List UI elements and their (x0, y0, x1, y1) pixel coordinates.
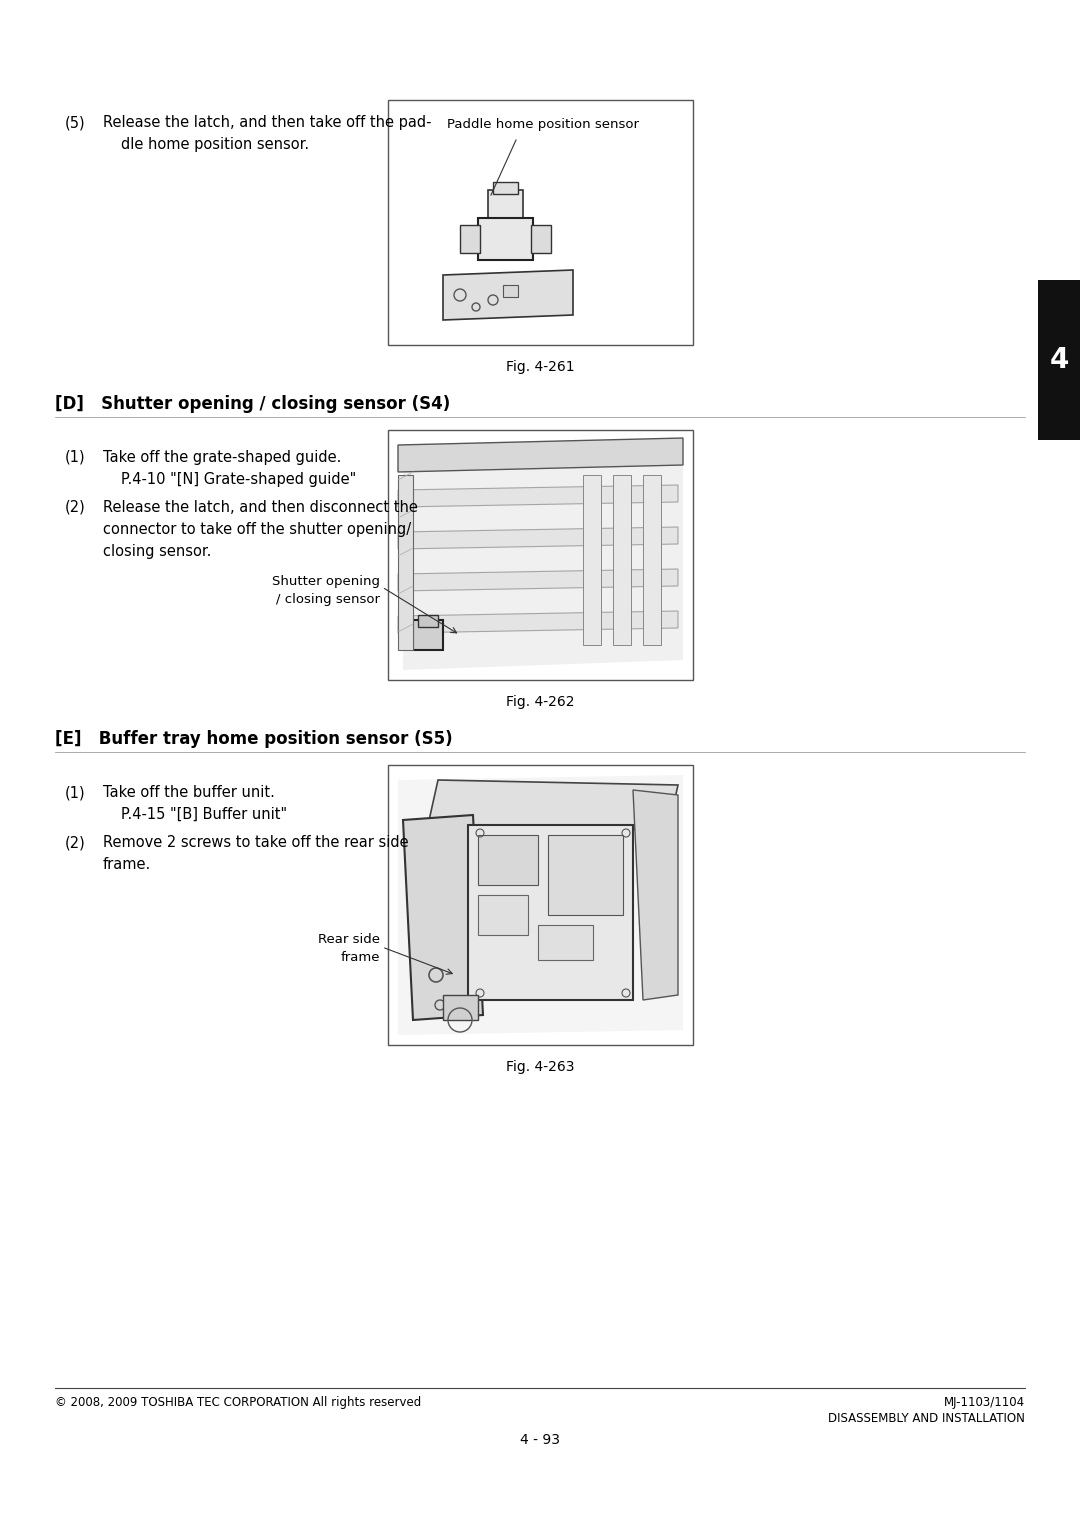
Text: (1): (1) (65, 785, 85, 800)
Polygon shape (633, 789, 678, 1000)
Text: [E]   Buffer tray home position sensor (S5): [E] Buffer tray home position sensor (S5… (55, 730, 453, 748)
Text: 4 - 93: 4 - 93 (519, 1432, 561, 1448)
Text: Paddle home position sensor: Paddle home position sensor (447, 118, 639, 131)
Text: (1): (1) (65, 450, 85, 466)
Bar (583, 475, 600, 644)
Bar (548, 835, 623, 915)
Text: closing sensor.: closing sensor. (103, 544, 212, 559)
Bar (478, 895, 528, 935)
Bar (468, 825, 633, 1000)
Polygon shape (403, 440, 683, 670)
Text: P.4-10 "[N] Grate-shaped guide": P.4-10 "[N] Grate-shaped guide" (121, 472, 356, 487)
Polygon shape (399, 570, 678, 591)
Polygon shape (399, 776, 683, 1035)
Bar (503, 286, 518, 296)
Text: Take off the buffer unit.: Take off the buffer unit. (103, 785, 275, 800)
Bar (388, 99, 693, 345)
Bar (531, 224, 551, 253)
Bar (388, 765, 693, 1044)
Text: Take off the grate-shaped guide.: Take off the grate-shaped guide. (103, 450, 341, 466)
Bar (538, 925, 593, 960)
Text: Fig. 4-262: Fig. 4-262 (507, 695, 575, 709)
Text: (2): (2) (65, 499, 85, 515)
Bar (492, 182, 518, 194)
Bar (399, 475, 413, 651)
Text: P.4-15 "[B] Buffer unit": P.4-15 "[B] Buffer unit" (121, 806, 287, 822)
Text: Release the latch, and then disconnect the: Release the latch, and then disconnect t… (103, 499, 418, 515)
Bar (460, 224, 480, 253)
Text: [D]   Shutter opening / closing sensor (S4): [D] Shutter opening / closing sensor (S4… (55, 395, 450, 412)
Polygon shape (443, 270, 573, 321)
Text: Release the latch, and then take off the pad-: Release the latch, and then take off the… (103, 115, 432, 130)
Bar (388, 431, 693, 680)
Bar (1038, 279, 1080, 440)
Polygon shape (428, 780, 678, 831)
Bar (413, 620, 443, 651)
Polygon shape (399, 438, 683, 472)
Text: DISASSEMBLY AND INSTALLATION: DISASSEMBLY AND INSTALLATION (828, 1412, 1025, 1425)
Bar (613, 475, 631, 644)
Text: MJ-1103/1104: MJ-1103/1104 (944, 1396, 1025, 1409)
Bar (478, 218, 534, 260)
Text: (2): (2) (65, 835, 85, 851)
Bar (488, 189, 523, 218)
Text: © 2008, 2009 TOSHIBA TEC CORPORATION All rights reserved: © 2008, 2009 TOSHIBA TEC CORPORATION All… (55, 1396, 421, 1409)
Bar (443, 996, 478, 1020)
Polygon shape (399, 611, 678, 634)
Polygon shape (403, 815, 483, 1020)
Text: Shutter opening: Shutter opening (272, 576, 380, 588)
Bar (643, 475, 661, 644)
Text: Remove 2 screws to take off the rear side: Remove 2 screws to take off the rear sid… (103, 835, 408, 851)
Text: frame: frame (340, 951, 380, 964)
Bar (478, 835, 538, 886)
Bar (418, 615, 438, 628)
Text: Rear side: Rear side (318, 933, 380, 947)
Text: connector to take off the shutter opening/: connector to take off the shutter openin… (103, 522, 411, 538)
Polygon shape (399, 527, 678, 550)
Text: (5): (5) (65, 115, 85, 130)
Text: frame.: frame. (103, 857, 151, 872)
Text: Fig. 4-261: Fig. 4-261 (507, 360, 575, 374)
Text: / closing sensor: / closing sensor (276, 592, 380, 606)
Text: 4: 4 (1050, 347, 1069, 374)
Polygon shape (399, 486, 678, 507)
Text: dle home position sensor.: dle home position sensor. (121, 137, 309, 153)
Text: Fig. 4-263: Fig. 4-263 (507, 1060, 575, 1073)
